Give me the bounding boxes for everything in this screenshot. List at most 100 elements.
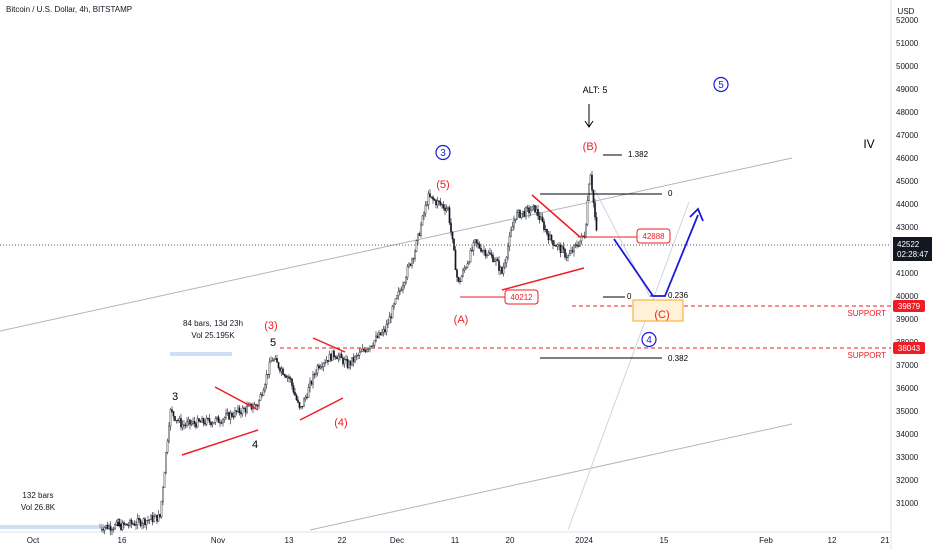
candle-body	[489, 252, 491, 255]
candle-body	[321, 366, 323, 368]
candle-body	[381, 332, 383, 336]
candle-body	[535, 209, 538, 213]
candle-body	[376, 335, 379, 338]
stats-vol-text: Vol 26.8K	[20, 503, 56, 512]
wave-label: (3)	[264, 320, 277, 332]
candle-body	[223, 417, 226, 420]
price-tick-label: 51000	[896, 39, 919, 48]
candle-body	[519, 210, 521, 218]
candle-body	[199, 420, 202, 423]
candle-body	[499, 267, 502, 271]
candle-body	[364, 350, 367, 353]
candle-body	[486, 254, 488, 257]
candle-body	[387, 323, 389, 325]
candle-body	[541, 216, 544, 222]
price-axis[interactable]: 3100032000330003400035000360003700038000…	[896, 16, 919, 508]
candle-body	[337, 355, 340, 360]
candle-body	[147, 519, 149, 521]
candle-body	[234, 410, 236, 417]
candle-body	[429, 193, 431, 198]
candle-body	[159, 514, 161, 518]
stats-box-84-bars: 84 bars, 13d 23h Vol 25.195K	[172, 318, 254, 342]
candle-body	[402, 285, 404, 291]
candle-body	[162, 487, 164, 502]
candle-body	[586, 200, 589, 226]
candle-body	[154, 514, 157, 518]
support-price-text-2: 38043	[898, 344, 921, 353]
candle-body	[285, 375, 287, 378]
candle-body	[319, 366, 322, 369]
candle-body	[360, 351, 362, 353]
wave-label: (4)	[334, 417, 347, 429]
candle-body	[286, 376, 289, 378]
candle-body	[559, 244, 562, 253]
candle-body	[459, 280, 461, 282]
candle-body	[363, 348, 365, 351]
candle-body	[414, 251, 416, 259]
candle-body	[469, 249, 472, 263]
candle-body	[294, 392, 296, 396]
candle-body	[262, 390, 265, 396]
wave-label: 3	[172, 391, 178, 403]
candle-body	[292, 385, 295, 393]
candle-body	[580, 235, 583, 242]
price-box-40212	[504, 289, 539, 305]
candle-body	[516, 212, 518, 220]
candle-body	[522, 210, 524, 214]
candle-body	[313, 374, 316, 376]
candle-body	[201, 418, 203, 423]
candle-body	[373, 340, 376, 346]
candle-body	[564, 249, 566, 258]
wave-label: ALT: 5	[583, 85, 608, 95]
candle-body	[135, 524, 137, 526]
candles-group	[99, 170, 598, 536]
candle-body	[211, 422, 214, 426]
candle-body	[511, 226, 514, 231]
candle-body	[412, 258, 415, 260]
candle-body	[117, 521, 119, 526]
candle-body	[378, 332, 380, 338]
triangle-3-upper	[531, 194, 581, 238]
candle-body	[165, 452, 167, 473]
candle-body	[265, 374, 268, 385]
time-tick-label: Oct	[27, 536, 40, 545]
wave-label: IV	[863, 137, 874, 151]
candle-body	[505, 257, 508, 264]
candle-body	[421, 215, 424, 226]
candle-body	[222, 419, 224, 424]
support-price-tag-2	[893, 342, 925, 354]
time-axis[interactable]: Oct 16 Nov 13 22 Dec 11 20 2024 15 Feb 12 21	[27, 536, 890, 545]
candle-body	[534, 205, 536, 213]
triangle-1-lower	[181, 429, 259, 456]
candle-body	[393, 303, 395, 307]
candle-body	[268, 361, 271, 375]
candle-body	[166, 440, 169, 453]
candle-body	[130, 519, 133, 525]
candle-body	[309, 381, 311, 388]
candle-body	[492, 255, 494, 263]
candle-body	[241, 407, 244, 415]
candle-body	[126, 523, 128, 526]
candle-body	[585, 224, 587, 238]
candle-body	[445, 208, 448, 211]
candle-body	[115, 521, 118, 525]
candle-body	[396, 295, 398, 299]
countdown-text: 02:28:47	[897, 250, 929, 259]
candle-body	[570, 250, 572, 254]
candle-body	[565, 256, 568, 258]
candle-body	[417, 233, 419, 241]
candle-body	[394, 298, 397, 305]
candle-body	[451, 231, 454, 240]
candle-body	[501, 267, 503, 274]
price-tick-label: 50000	[896, 62, 919, 71]
channel-lower-line	[309, 423, 793, 531]
range-measure-1	[0, 525, 103, 529]
candle-body	[340, 353, 343, 359]
candle-body	[463, 268, 466, 271]
candle-body	[283, 374, 286, 376]
wave-circle	[435, 144, 451, 161]
candle-body	[375, 335, 377, 341]
candle-body	[196, 418, 199, 428]
candle-body	[471, 249, 473, 251]
